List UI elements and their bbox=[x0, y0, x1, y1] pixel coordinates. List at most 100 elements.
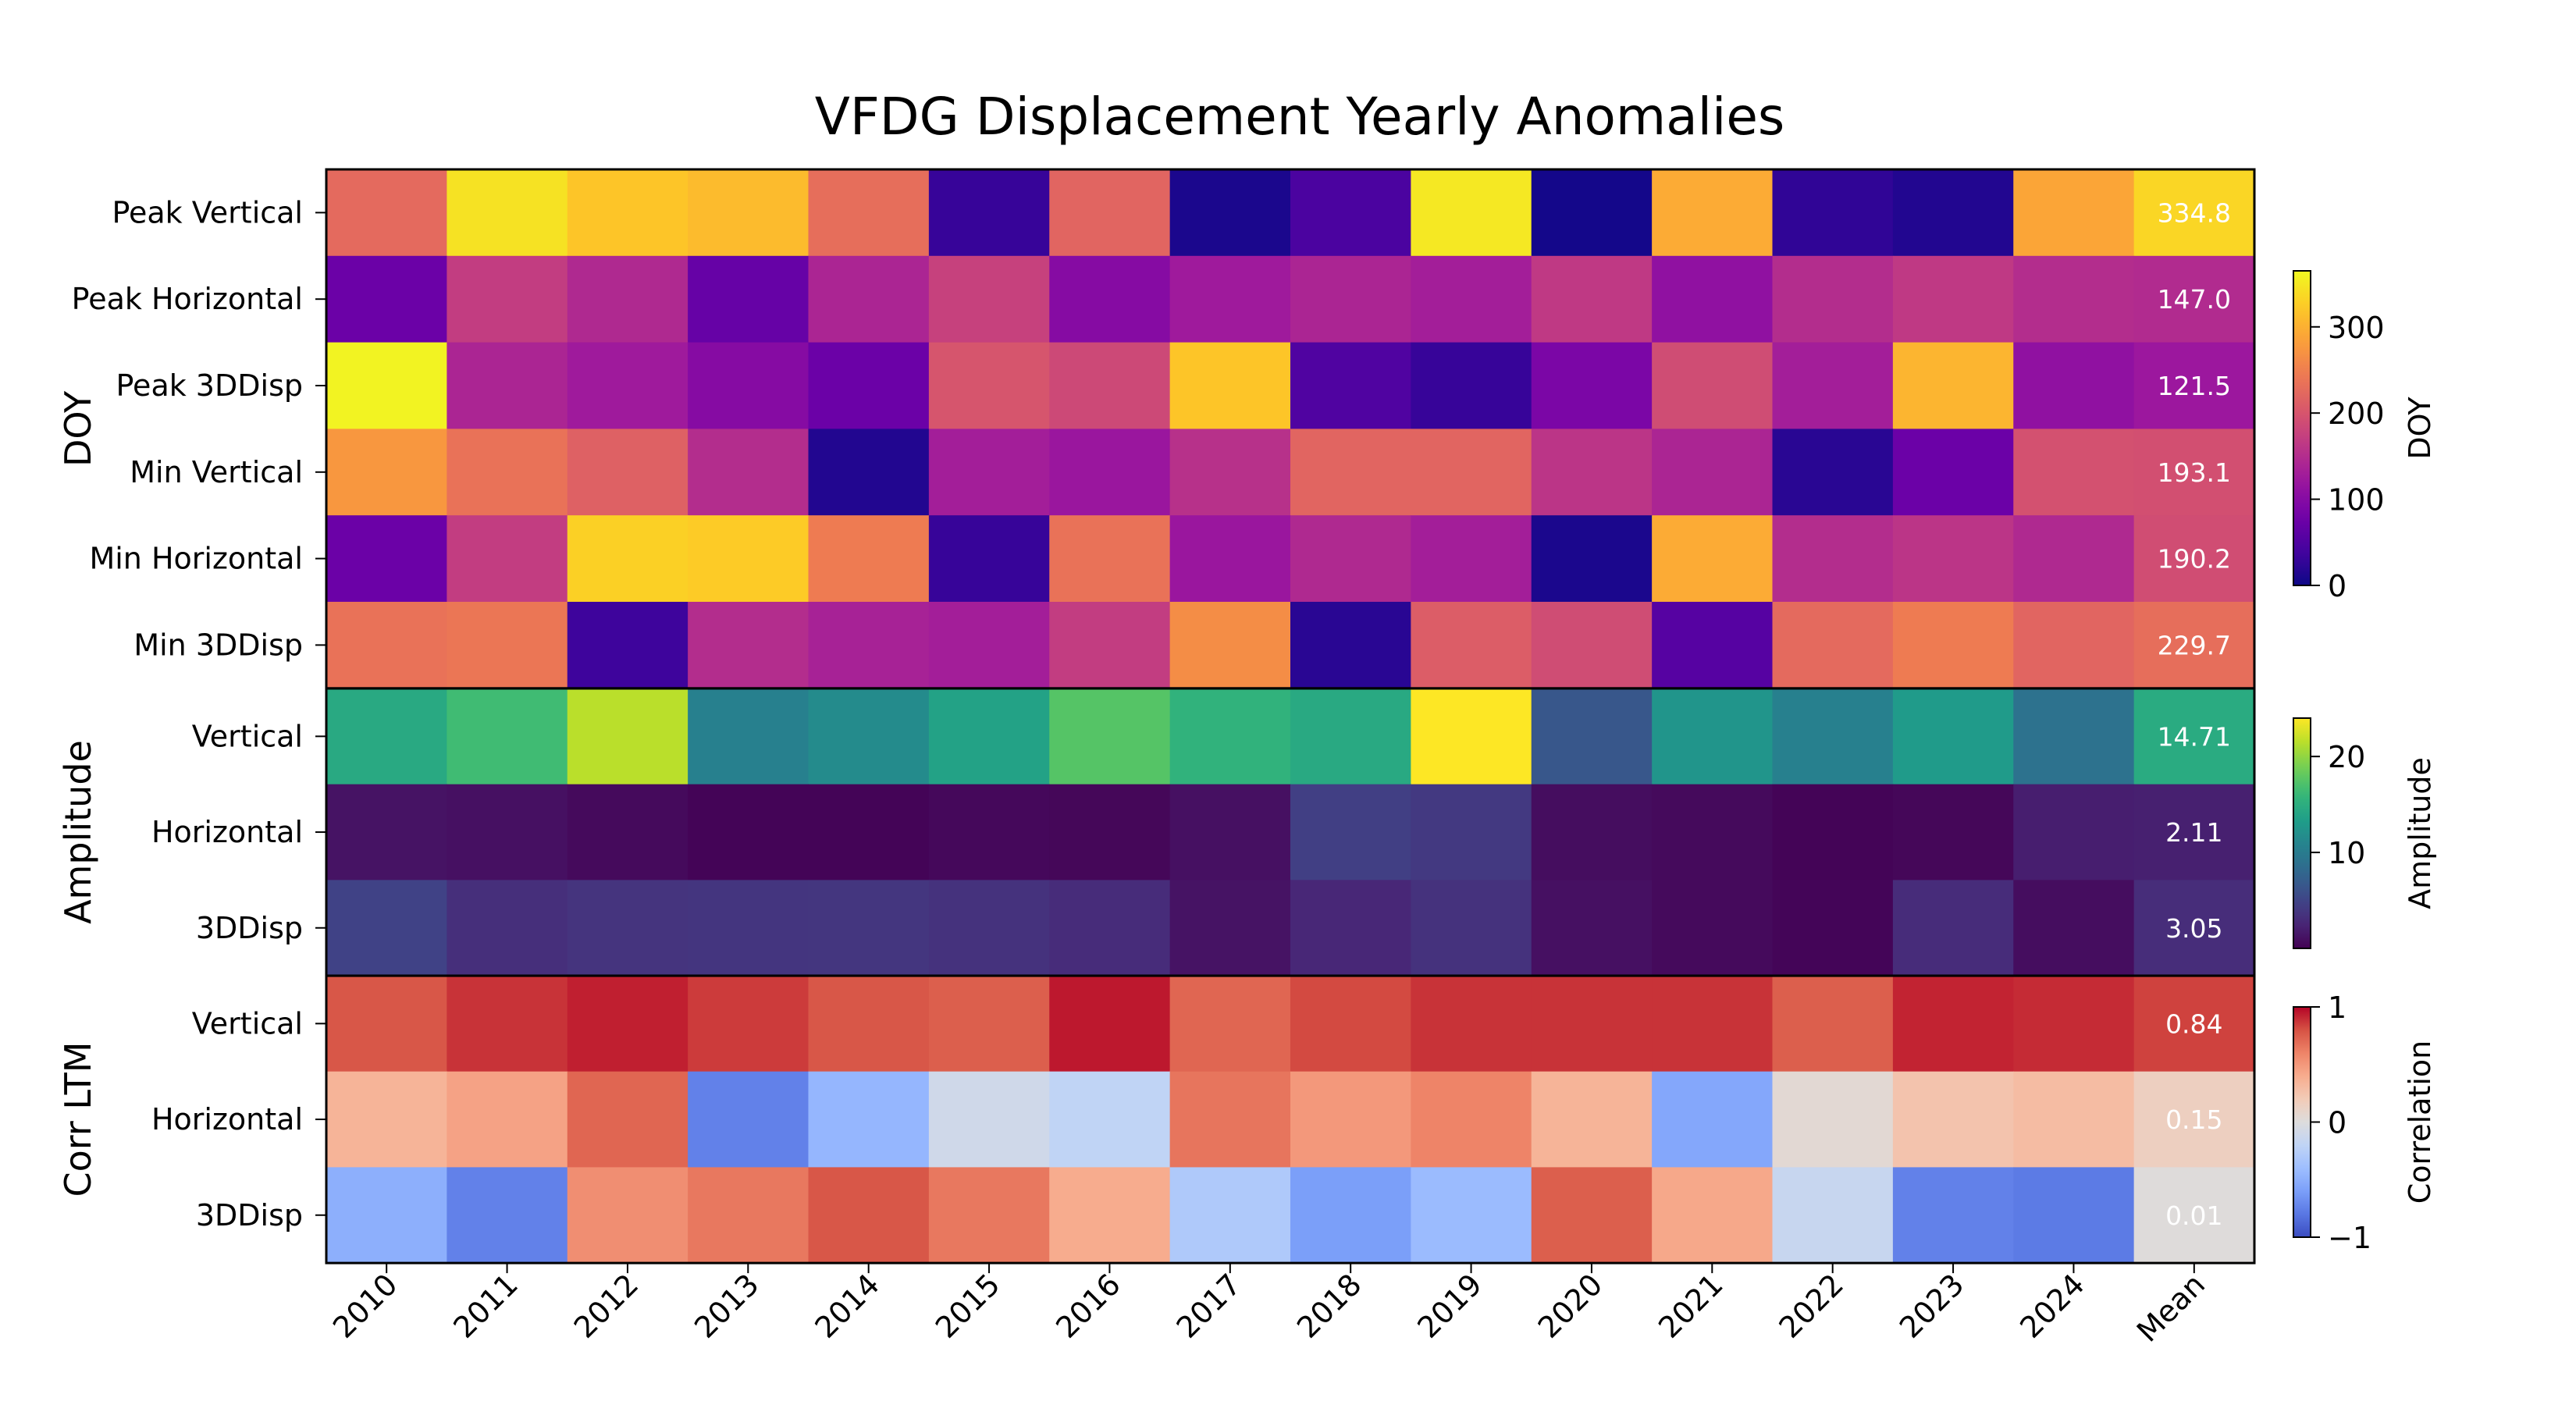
heatmap-cell bbox=[1290, 1071, 1411, 1168]
heatmap-cell bbox=[2013, 1167, 2135, 1264]
colorbar-tick-label: 200 bbox=[2328, 397, 2385, 431]
heatmap-cell bbox=[447, 169, 568, 257]
heatmap-cell bbox=[928, 342, 1050, 429]
heatmap-cell bbox=[1531, 429, 1653, 516]
heatmap-cell bbox=[2013, 169, 2135, 257]
heatmap-cell bbox=[1049, 429, 1171, 516]
heatmap-cell bbox=[928, 255, 1050, 343]
x-tick-label: Mean bbox=[2130, 1267, 2211, 1348]
colorbar-label: DOY bbox=[2403, 397, 2437, 460]
x-tick-label: 2020 bbox=[1532, 1267, 1610, 1345]
heatmap-cell bbox=[1772, 429, 1894, 516]
heatmap-cell bbox=[1290, 342, 1411, 429]
mean-value-label: 0.84 bbox=[2165, 1008, 2222, 1039]
heatmap-cell bbox=[1411, 976, 1532, 1072]
heatmap-cell bbox=[928, 976, 1050, 1072]
colorbar-tick-label: −1 bbox=[2328, 1221, 2371, 1255]
heatmap-cell bbox=[1892, 342, 2014, 429]
heatmap-cell bbox=[2013, 342, 2135, 429]
row-label: Peak Vertical bbox=[112, 195, 303, 229]
mean-value-label: 3.05 bbox=[2165, 913, 2222, 944]
group-label: Amplitude bbox=[57, 740, 99, 924]
colorbar-label: Correlation bbox=[2403, 1040, 2437, 1204]
mean-cell bbox=[2133, 784, 2255, 880]
heatmap-cell bbox=[1531, 784, 1653, 880]
heatmap-cell bbox=[688, 784, 809, 880]
mean-cell bbox=[2133, 688, 2255, 785]
colorbar-tick-label: 100 bbox=[2328, 483, 2385, 518]
heatmap-cell bbox=[1892, 688, 2014, 785]
heatmap-cell bbox=[1892, 255, 2014, 343]
heatmap-cell bbox=[1772, 880, 1894, 976]
heatmap-cell bbox=[1411, 255, 1532, 343]
heatmap-cell bbox=[1049, 976, 1171, 1072]
mean-cell bbox=[2133, 602, 2255, 689]
heatmap-cell bbox=[808, 429, 930, 516]
group-label: Corr LTM bbox=[57, 1042, 99, 1197]
heatmap-cell bbox=[808, 976, 930, 1072]
group-label: DOY bbox=[57, 390, 99, 467]
x-tick-label: 2017 bbox=[1170, 1267, 1248, 1345]
heatmap-cell bbox=[1169, 429, 1291, 516]
x-tick-label: 2010 bbox=[326, 1267, 404, 1345]
heatmap-cell bbox=[1531, 976, 1653, 1072]
mean-value-label: 0.15 bbox=[2165, 1104, 2222, 1135]
heatmap-cell bbox=[567, 602, 688, 689]
heatmap-cell bbox=[1169, 515, 1291, 603]
heatmap-cell bbox=[1531, 1167, 1653, 1264]
heatmap-cell bbox=[1290, 255, 1411, 343]
heatmap-cell bbox=[928, 1167, 1050, 1264]
heatmap-cell bbox=[2013, 515, 2135, 603]
x-tick-label: 2011 bbox=[447, 1267, 525, 1345]
heatmap-cell bbox=[1652, 602, 1774, 689]
heatmap-cell bbox=[1892, 1071, 2014, 1168]
x-tick-label: 2021 bbox=[1652, 1267, 1730, 1345]
heatmap-cell bbox=[1892, 880, 2014, 976]
heatmap-cell bbox=[808, 1071, 930, 1168]
heatmap-cell bbox=[447, 784, 568, 880]
heatmap-cell bbox=[688, 515, 809, 603]
heatmap-cell bbox=[2013, 976, 2135, 1072]
mean-value-label: 121.5 bbox=[2158, 371, 2231, 401]
heatmap-cell bbox=[1411, 169, 1532, 257]
heatmap-cell bbox=[1531, 688, 1653, 785]
heatmap-cell bbox=[1772, 1167, 1894, 1264]
heatmap-cell bbox=[1772, 602, 1894, 689]
heatmap-cell bbox=[447, 880, 568, 976]
heatmap-cell bbox=[326, 515, 447, 603]
row-label: Min Horizontal bbox=[89, 542, 303, 576]
mean-cell bbox=[2133, 1167, 2255, 1264]
heatmap-cell bbox=[1411, 429, 1532, 516]
heatmap-cell bbox=[326, 169, 447, 257]
heatmap-cell bbox=[326, 976, 447, 1072]
heatmap-cell bbox=[326, 1071, 447, 1168]
x-tick-label: 2013 bbox=[688, 1267, 766, 1345]
heatmap-cell bbox=[1290, 784, 1411, 880]
mean-value-label: 334.8 bbox=[2158, 197, 2231, 228]
heatmap-cell bbox=[1290, 1167, 1411, 1264]
heatmap-cell bbox=[1411, 688, 1532, 785]
heatmap-cell bbox=[1169, 688, 1291, 785]
heatmap-cell bbox=[1049, 255, 1171, 343]
heatmap-cell bbox=[688, 688, 809, 785]
chart-title: VFDG Displacement Yearly Anomalies bbox=[815, 87, 1785, 147]
heatmap-cell bbox=[567, 1071, 688, 1168]
heatmap-cell bbox=[1411, 602, 1532, 689]
heatmap-cell bbox=[2013, 602, 2135, 689]
x-tick-label: 2014 bbox=[809, 1267, 887, 1345]
heatmap-cell bbox=[1290, 169, 1411, 257]
heatmap-cell bbox=[326, 784, 447, 880]
heatmap-cell bbox=[567, 169, 688, 257]
heatmap-cell bbox=[1290, 429, 1411, 516]
heatmap-cell bbox=[326, 342, 447, 429]
heatmap-cell bbox=[808, 602, 930, 689]
mean-cell bbox=[2133, 976, 2255, 1072]
heatmap-cell bbox=[447, 515, 568, 603]
mean-value-label: 2.11 bbox=[2165, 817, 2222, 848]
heatmap-cell bbox=[1652, 169, 1774, 257]
row-label: Vertical bbox=[192, 719, 303, 753]
colorbar-tick-label: 0 bbox=[2328, 569, 2347, 603]
heatmap-cell bbox=[808, 1167, 930, 1264]
heatmap-cell bbox=[447, 429, 568, 516]
x-tick-label: 2012 bbox=[568, 1267, 646, 1345]
